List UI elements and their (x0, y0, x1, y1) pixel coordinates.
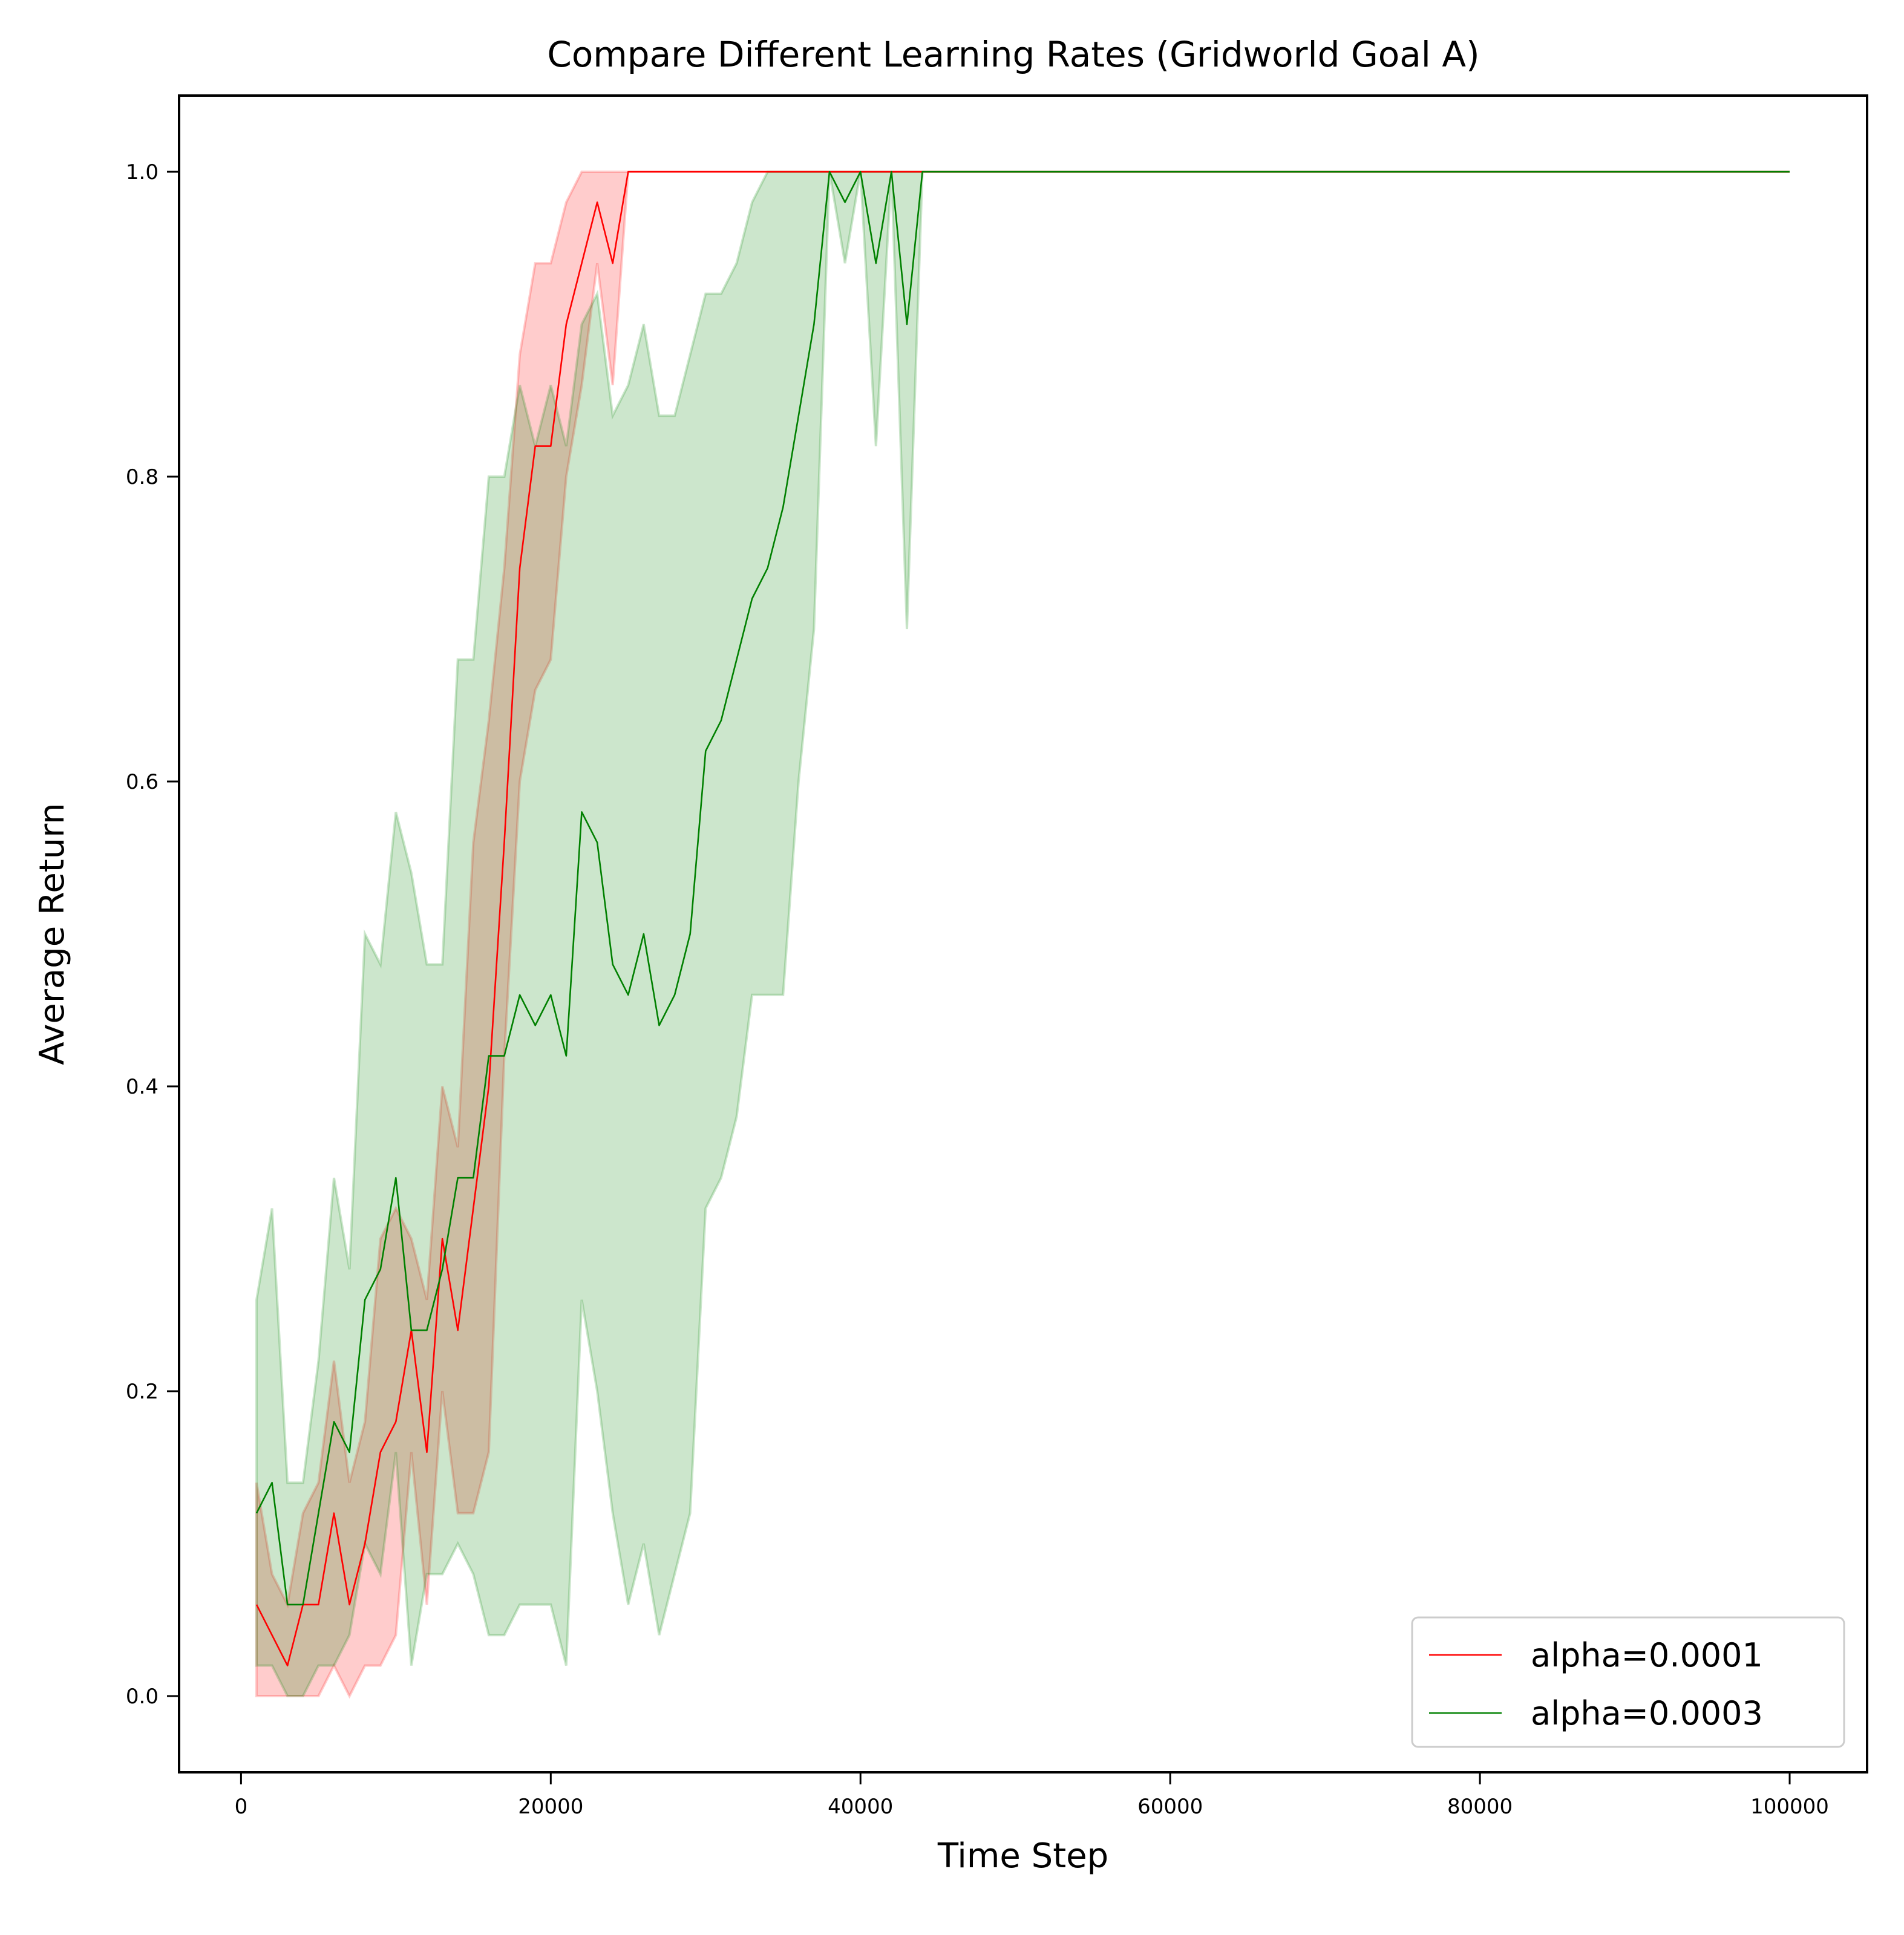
line-series-2 (255, 171, 1790, 1606)
x-axis-label: Time Step (937, 1836, 1108, 1876)
legend: alpha=0.0001 alpha=0.0003 (1411, 1616, 1845, 1748)
y-tick-label: 0.2 (126, 1380, 159, 1404)
x-tick-label: 20000 (518, 1795, 583, 1819)
x-tick-label: 0 (235, 1795, 248, 1819)
y-tick-label: 0.4 (126, 1075, 159, 1099)
chart-title: Compare Different Learning Rates (Gridwo… (547, 34, 1479, 75)
x-axis: 0 20000 40000 60000 80000 100000 (235, 1772, 1829, 1819)
y-tick-label: 1.0 (126, 160, 159, 184)
x-tick-label: 40000 (828, 1795, 893, 1819)
x-tick-label: 60000 (1137, 1795, 1203, 1819)
series-lines (255, 171, 1790, 1666)
y-axis-label: Average Return (33, 803, 72, 1065)
legend-label-1: alpha=0.0001 (1531, 1636, 1763, 1674)
x-tick-label: 80000 (1447, 1795, 1513, 1819)
plot-frame (178, 94, 1868, 1773)
legend-label-2: alpha=0.0003 (1531, 1694, 1763, 1732)
legend-box (1411, 1616, 1845, 1748)
y-tick-label: 0.6 (126, 770, 159, 794)
y-axis: 0.0 0.2 0.4 0.6 0.8 1.0 (126, 160, 179, 1709)
y-tick-label: 0.0 (126, 1685, 159, 1709)
x-tick-label: 100000 (1750, 1795, 1829, 1819)
y-tick-label: 0.8 (126, 465, 159, 489)
